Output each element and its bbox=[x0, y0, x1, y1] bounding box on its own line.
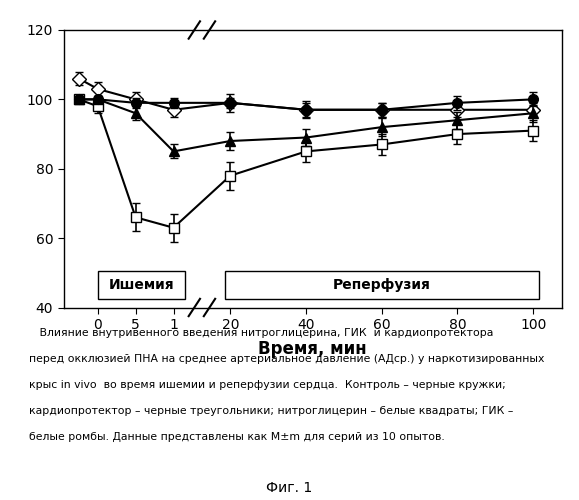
Text: белые ромбы. Данные представлены как M±m для серий из 10 опытов.: белые ромбы. Данные представлены как M±m… bbox=[29, 432, 445, 442]
Text: Фиг. 1: Фиг. 1 bbox=[266, 481, 313, 495]
Text: кардиопротектор – черные треугольники; нитроглицерин – белые квадраты; ГИК –: кардиопротектор – черные треугольники; н… bbox=[29, 406, 514, 415]
Bar bbox=[225, 271, 539, 299]
Text: Реперфузия: Реперфузия bbox=[333, 278, 431, 292]
Text: Ишемия: Ишемия bbox=[108, 278, 174, 292]
Text: Влияние внутривенного введения нитроглицерина, ГИК  и кардиопротектора: Влияние внутривенного введения нитроглиц… bbox=[29, 328, 493, 338]
Bar bbox=[98, 271, 185, 299]
X-axis label: Время, мин: Время, мин bbox=[258, 340, 367, 358]
Text: перед окклюзией ПНА на среднее артериальное давление (АДср.) у наркотизированных: перед окклюзией ПНА на среднее артериаль… bbox=[29, 354, 544, 364]
Text: крыс in vivo  во время ишемии и реперфузии сердца.  Контроль – черные кружки;: крыс in vivo во время ишемии и реперфузи… bbox=[29, 380, 505, 390]
